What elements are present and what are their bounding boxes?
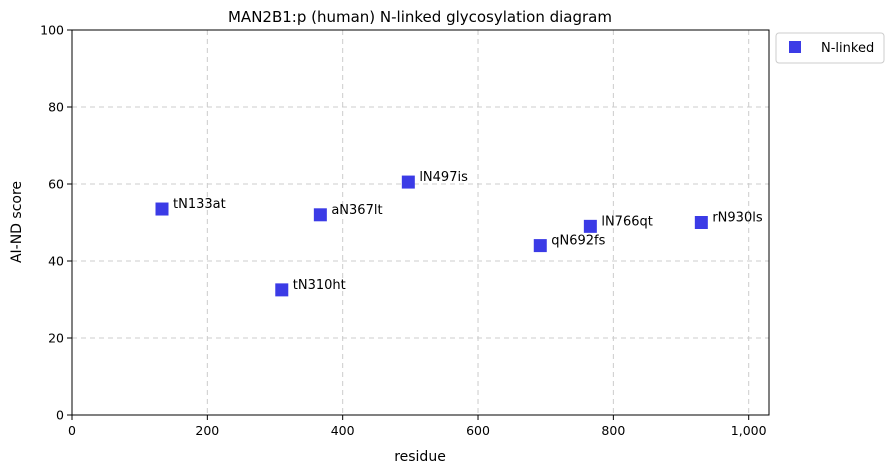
x-tick-label: 200 [195,423,219,438]
y-tick-label: 40 [48,254,64,269]
x-tick-label: 400 [331,423,355,438]
data-point-marker [694,216,708,229]
data-point-marker [275,283,289,297]
legend-label: N-linked [821,41,874,56]
data-points: tN133at tN310ht aN367lt lN497is qN692fs lN766… [155,170,763,297]
data-point-label: lN497is [419,170,468,185]
y-tick-label: 80 [48,100,64,115]
data-point-marker [583,219,597,233]
data-point-label: lN766qt [601,214,653,229]
axis-ticks: 0 200 400 600 800 1,000 0 20 40 60 80 100 [40,23,766,439]
x-tick-label: 1,000 [731,423,767,438]
data-point-marker [313,208,327,222]
y-tick-label: 100 [40,23,64,38]
data-point-label: tN133at [173,197,226,212]
y-tick-label: 0 [56,408,64,423]
x-tick-label: 800 [601,423,625,438]
plot-area [72,30,769,415]
data-point-marker [155,202,169,216]
legend-marker [789,41,801,53]
x-tick-label: 600 [466,423,490,438]
legend: N-linked [775,32,885,64]
y-tick-label: 20 [48,331,64,346]
legend-box [775,32,885,64]
x-axis-label: residue [394,449,446,465]
data-point-label: rN930ls [712,211,762,226]
grid-lines [72,30,769,415]
data-point-marker [401,175,415,189]
plot-frame [71,29,770,416]
data-point-label: aN367lt [331,203,382,218]
data-point-label: qN692fs [551,234,605,249]
y-axis-label: AI-ND score [9,181,25,263]
y-tick-label: 60 [48,177,64,192]
data-point-marker [533,239,547,253]
chart-title: MAN2B1:p (human) N-linked glycosylation … [228,8,612,26]
data-point-label: tN310ht [293,278,346,293]
x-tick-label: 0 [68,423,76,438]
